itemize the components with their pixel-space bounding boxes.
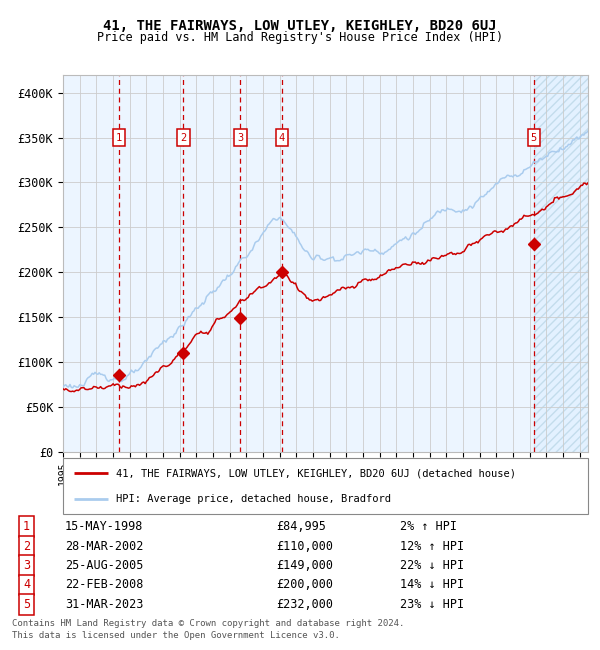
Text: 1: 1 — [116, 133, 122, 142]
Bar — [63, 75, 119, 452]
Text: 4: 4 — [279, 133, 285, 142]
Text: 41, THE FAIRWAYS, LOW UTLEY, KEIGHLEY, BD20 6UJ (detached house): 41, THE FAIRWAYS, LOW UTLEY, KEIGHLEY, B… — [115, 468, 515, 478]
Text: HPI: Average price, detached house, Bradford: HPI: Average price, detached house, Brad… — [115, 493, 391, 504]
Text: £149,000: £149,000 — [277, 559, 334, 572]
Text: £110,000: £110,000 — [277, 540, 334, 552]
Bar — [534, 75, 588, 452]
Text: 5: 5 — [23, 598, 30, 611]
Text: This data is licensed under the Open Government Licence v3.0.: This data is licensed under the Open Gov… — [12, 630, 340, 640]
Text: 3: 3 — [23, 559, 30, 572]
Text: 28-MAR-2002: 28-MAR-2002 — [65, 540, 143, 552]
Text: 5: 5 — [531, 133, 537, 142]
Bar — [184, 75, 241, 452]
Text: Contains HM Land Registry data © Crown copyright and database right 2024.: Contains HM Land Registry data © Crown c… — [12, 619, 404, 628]
Text: 15-MAY-1998: 15-MAY-1998 — [65, 520, 143, 533]
Text: 14% ↓ HPI: 14% ↓ HPI — [400, 578, 464, 592]
Bar — [282, 75, 534, 452]
Text: 31-MAR-2023: 31-MAR-2023 — [65, 598, 143, 611]
Text: £232,000: £232,000 — [277, 598, 334, 611]
Text: 25-AUG-2005: 25-AUG-2005 — [65, 559, 143, 572]
FancyBboxPatch shape — [63, 458, 588, 514]
Text: 22-FEB-2008: 22-FEB-2008 — [65, 578, 143, 592]
Bar — [119, 75, 184, 452]
Text: 23% ↓ HPI: 23% ↓ HPI — [400, 598, 464, 611]
Text: Price paid vs. HM Land Registry's House Price Index (HPI): Price paid vs. HM Land Registry's House … — [97, 31, 503, 44]
Bar — [241, 75, 282, 452]
Text: 3: 3 — [237, 133, 244, 142]
Text: 2: 2 — [181, 133, 187, 142]
Text: 1: 1 — [23, 520, 30, 533]
Text: 4: 4 — [23, 578, 30, 592]
Text: 2% ↑ HPI: 2% ↑ HPI — [400, 520, 457, 533]
Bar — [534, 75, 588, 452]
Text: 12% ↑ HPI: 12% ↑ HPI — [400, 540, 464, 552]
Text: £200,000: £200,000 — [277, 578, 334, 592]
Text: 41, THE FAIRWAYS, LOW UTLEY, KEIGHLEY, BD20 6UJ: 41, THE FAIRWAYS, LOW UTLEY, KEIGHLEY, B… — [103, 20, 497, 34]
Text: £84,995: £84,995 — [277, 520, 326, 533]
Text: 22% ↓ HPI: 22% ↓ HPI — [400, 559, 464, 572]
Text: 2: 2 — [23, 540, 30, 552]
